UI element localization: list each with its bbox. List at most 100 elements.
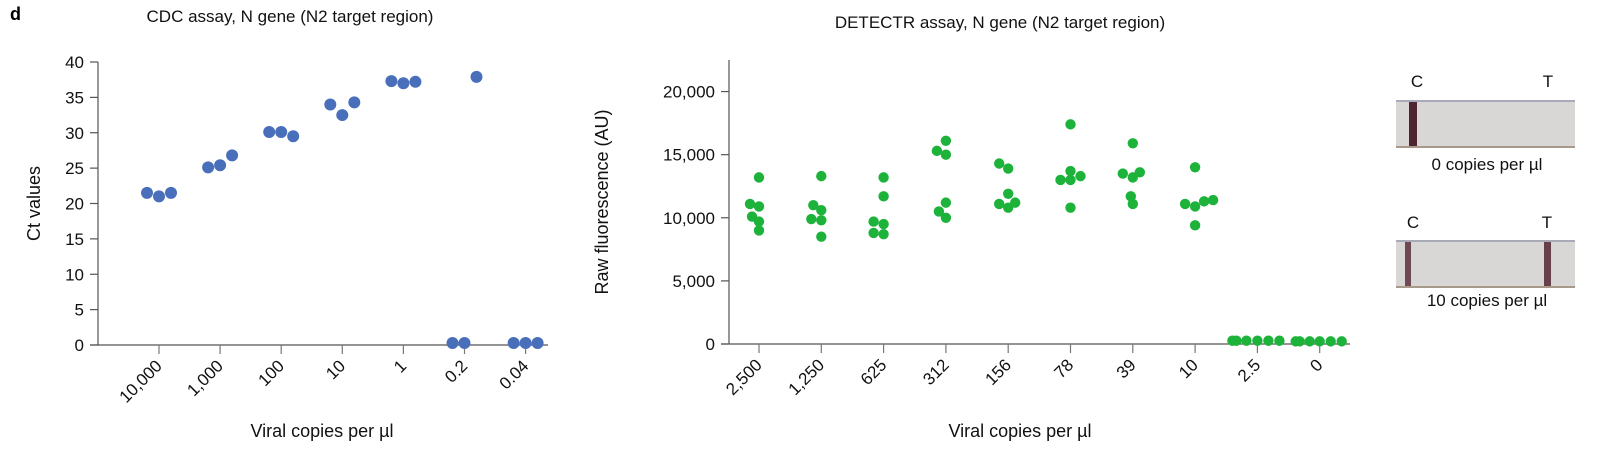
data-point	[940, 135, 952, 146]
test-strip	[1396, 100, 1575, 148]
data-point	[994, 158, 1005, 169]
data-point	[931, 145, 943, 157]
data-point	[816, 170, 827, 182]
data-point	[1263, 335, 1274, 346]
data-point	[226, 149, 239, 162]
detectr-chart: DETECTR assay, N gene (N2 target region)…	[592, 13, 1350, 441]
test-band	[1544, 242, 1551, 286]
x-axis-label: Viral copies per µl	[250, 421, 393, 441]
x-tick-label: 0.2	[441, 356, 471, 386]
data-point	[446, 337, 459, 349]
data-point	[153, 190, 165, 203]
panel-label: d	[10, 4, 21, 24]
data-point	[409, 75, 422, 88]
x-tick-label: 156	[982, 355, 1015, 388]
data-point	[1075, 170, 1086, 182]
x-tick-label: 312	[919, 355, 952, 388]
y-tick-label: 20,000	[663, 83, 715, 102]
data-point	[519, 337, 532, 349]
data-point	[933, 206, 945, 217]
test-label: T	[1543, 72, 1553, 91]
y-tick-label: 0	[75, 336, 84, 355]
x-tick-label: 0.04	[496, 356, 533, 393]
data-point	[1117, 168, 1129, 179]
data-point	[808, 199, 819, 211]
data-point	[531, 337, 544, 349]
y-tick-label: 0	[706, 335, 715, 354]
test-label: T	[1542, 213, 1552, 232]
x-tick-label: 2,500	[722, 355, 766, 399]
data-point	[1207, 194, 1219, 206]
chart-title: DETECTR assay, N gene (N2 target region)	[835, 13, 1165, 32]
control-band	[1405, 242, 1411, 286]
y-tick-label: 35	[65, 88, 84, 107]
data-point	[1003, 163, 1014, 174]
data-point	[1127, 198, 1139, 210]
control-label: C	[1407, 213, 1419, 232]
data-point	[868, 227, 879, 239]
y-tick-label: 10	[65, 265, 84, 284]
data-point	[1127, 138, 1139, 149]
data-point	[878, 218, 889, 230]
control-label: C	[1411, 72, 1423, 91]
data-point	[753, 216, 765, 227]
data-point	[1189, 162, 1201, 173]
data-point	[1003, 202, 1014, 213]
data-point	[202, 161, 215, 174]
x-tick-label: 0	[1306, 355, 1326, 375]
x-tick-label: 100	[255, 356, 288, 389]
x-tick-label: 39	[1113, 355, 1140, 382]
data-point	[816, 205, 827, 216]
data-point	[1179, 198, 1191, 210]
x-tick-label: 1	[390, 356, 410, 376]
strip-caption: 0 copies per µl	[1432, 155, 1543, 174]
y-axis-label: Raw fluorescence (AU)	[592, 109, 612, 294]
data-point	[1003, 188, 1014, 199]
data-point	[1304, 336, 1315, 347]
data-point	[744, 198, 756, 210]
x-tick-label: 10	[322, 356, 349, 383]
data-point	[470, 70, 483, 83]
data-point	[940, 212, 952, 223]
data-point	[1065, 202, 1076, 213]
x-axis-label: Viral copies per µl	[948, 421, 1091, 441]
data-point	[275, 126, 288, 139]
lateral-flow-strips: C T 0 copies per µl C T 10 copies per µl	[1396, 72, 1575, 310]
strip-0: C T 0 copies per µl	[1396, 72, 1575, 174]
x-tick-label: 10,000	[116, 356, 166, 406]
data-point	[816, 231, 827, 242]
data-point	[397, 77, 410, 90]
y-tick-label: 20	[65, 195, 84, 214]
data-point	[1189, 220, 1201, 231]
data-point	[1314, 336, 1325, 347]
cdc-chart: CDC assay, N gene (N2 target region)0510…	[24, 7, 548, 441]
data-point	[1065, 165, 1076, 177]
data-point	[1241, 335, 1252, 346]
data-point	[940, 197, 952, 208]
x-tick-label: 10	[1175, 355, 1202, 382]
data-point	[214, 159, 227, 172]
y-tick-label: 15	[65, 230, 84, 249]
data-point	[753, 201, 765, 212]
x-tick-label: 2.5	[1234, 355, 1264, 385]
strip-caption: 10 copies per µl	[1427, 291, 1547, 310]
x-tick-label: 625	[857, 355, 890, 388]
data-point	[1127, 172, 1139, 183]
data-point	[1065, 119, 1076, 130]
y-tick-label: 15,000	[663, 146, 715, 165]
data-point	[1189, 201, 1201, 212]
data-point	[348, 96, 361, 109]
strip-1: C T 10 copies per µl	[1396, 213, 1575, 310]
data-point	[1294, 336, 1305, 347]
x-tick-label: 78	[1051, 355, 1078, 382]
data-point	[141, 186, 153, 199]
data-point	[1325, 336, 1336, 347]
data-point	[1336, 336, 1347, 347]
data-point	[165, 186, 177, 199]
data-point	[868, 216, 879, 227]
data-point	[753, 172, 765, 183]
data-point	[1055, 174, 1066, 186]
y-tick-label: 25	[65, 159, 84, 178]
data-point	[1065, 174, 1076, 186]
